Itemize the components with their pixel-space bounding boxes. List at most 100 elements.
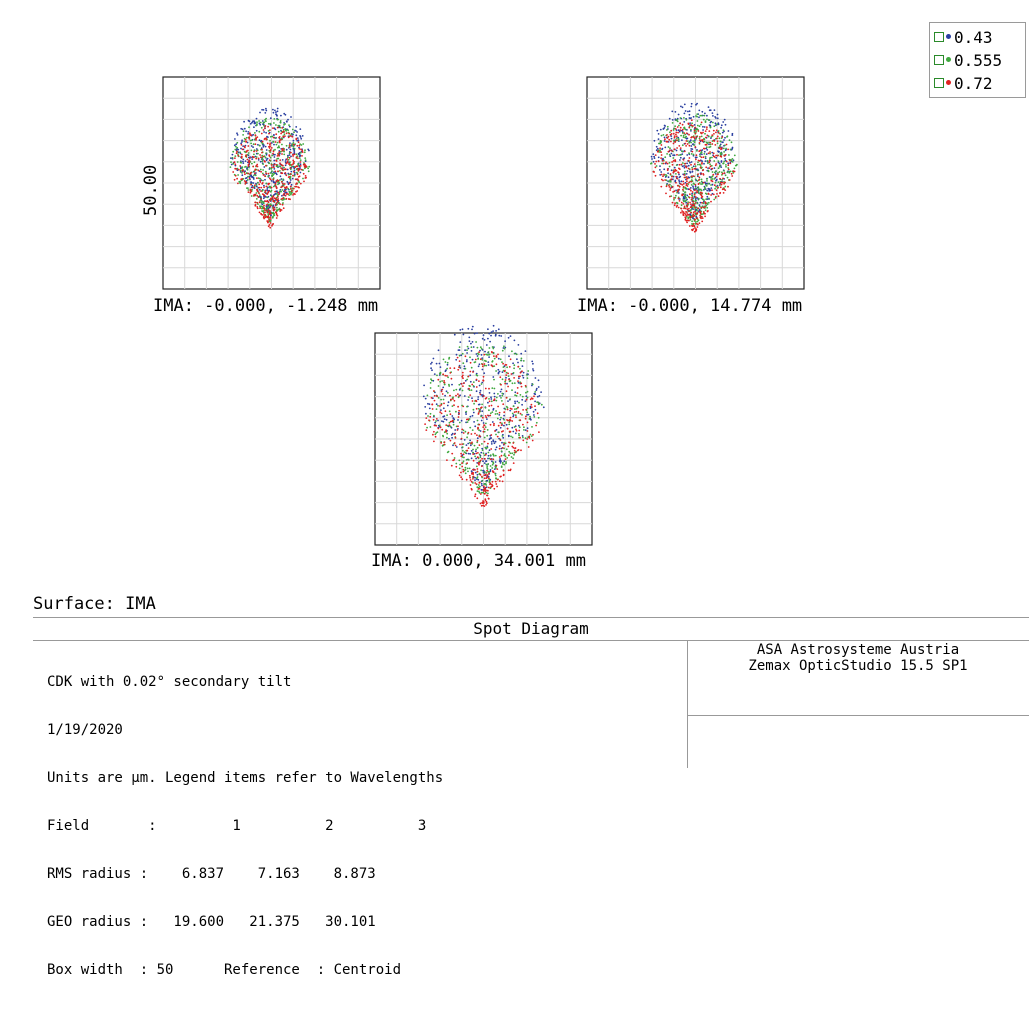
- checkbox-icon[interactable]: [934, 31, 944, 42]
- spot-point: [728, 139, 731, 142]
- spot-point: [292, 143, 295, 146]
- spot-point: [271, 224, 273, 227]
- spot-point: [300, 137, 303, 140]
- spot-point: [713, 160, 716, 162]
- spot-point: [267, 206, 269, 209]
- spot-point: [502, 403, 505, 406]
- spot-point: [291, 190, 293, 193]
- legend-item-0.555[interactable]: 0.555: [930, 49, 1025, 72]
- spot-point: [263, 160, 266, 162]
- spot-point: [299, 161, 302, 163]
- spot-point: [472, 459, 475, 462]
- spot-point: [684, 162, 687, 165]
- spot-point: [720, 166, 723, 169]
- spot-point: [283, 153, 286, 156]
- spot-point: [446, 436, 448, 439]
- spot-point: [524, 417, 527, 420]
- spot-point: [273, 127, 276, 130]
- spot-point: [297, 141, 300, 144]
- spot-point: [491, 485, 493, 488]
- spot-point: [701, 192, 703, 194]
- spot-point: [442, 415, 445, 418]
- spot-point: [731, 175, 734, 177]
- spot-point: [722, 177, 724, 180]
- spot-point: [470, 342, 472, 345]
- spot-point: [712, 193, 715, 196]
- spot-point: [271, 135, 274, 138]
- spot-point: [446, 361, 449, 364]
- spot-point: [723, 151, 725, 153]
- spot-point: [296, 137, 299, 140]
- spot-point: [459, 329, 462, 331]
- spot-point: [505, 371, 508, 374]
- spot-point: [531, 383, 534, 386]
- spot-point: [698, 142, 701, 144]
- spot-point: [271, 154, 274, 157]
- spot-point: [521, 374, 524, 377]
- spot-point: [669, 189, 672, 191]
- spot-point: [492, 409, 495, 411]
- spot-point: [458, 421, 461, 424]
- spot-point: [667, 146, 670, 148]
- checkbox-icon[interactable]: [934, 54, 944, 65]
- spot-point: [475, 407, 478, 410]
- spot-point: [478, 490, 480, 493]
- spot-point: [475, 353, 478, 355]
- spot-point: [283, 190, 285, 193]
- spot-point: [692, 211, 695, 214]
- spot-point: [688, 133, 690, 136]
- spot-point: [706, 149, 709, 151]
- spot-point: [229, 166, 232, 169]
- spot-point: [490, 434, 493, 436]
- spot-point: [659, 165, 661, 168]
- spot-point: [722, 121, 725, 123]
- spot-point: [470, 389, 473, 391]
- spot-point: [505, 390, 508, 393]
- spot-point: [273, 200, 276, 203]
- spot-point: [517, 381, 520, 384]
- spot-point: [461, 443, 464, 445]
- spot-point: [485, 344, 488, 346]
- spot-point: [694, 206, 697, 209]
- spot-point: [703, 126, 706, 128]
- spot-point: [259, 181, 262, 183]
- checkbox-icon[interactable]: [934, 77, 944, 88]
- spot-point: [724, 123, 727, 126]
- spot-point: [529, 433, 532, 436]
- spot-point: [500, 397, 502, 399]
- spot-point: [476, 346, 479, 349]
- spot-point: [461, 428, 464, 431]
- spot-point: [684, 193, 687, 196]
- spot-point: [691, 168, 694, 171]
- legend-item-0.72[interactable]: 0.72: [930, 72, 1025, 95]
- spot-point: [277, 200, 279, 203]
- spot-point: [722, 162, 725, 165]
- spot-point: [284, 172, 287, 174]
- spot-point: [725, 164, 727, 166]
- spot-point: [297, 169, 300, 172]
- spot-point: [245, 130, 248, 133]
- spot-point: [281, 159, 284, 161]
- spot-point: [472, 346, 475, 348]
- spot-point: [706, 180, 708, 182]
- spot-point: [281, 127, 284, 129]
- spot-point: [496, 435, 499, 438]
- spot-point: [464, 430, 467, 433]
- spot-point: [721, 141, 724, 144]
- spot-point: [500, 466, 503, 468]
- spot-point: [279, 170, 281, 172]
- spot-point: [261, 148, 263, 151]
- spot-point: [713, 133, 715, 135]
- spot-point: [443, 383, 446, 386]
- spot-point: [706, 206, 709, 209]
- spot-point: [254, 134, 257, 137]
- spot-point: [670, 140, 672, 143]
- legend-item-0.43[interactable]: 0.43: [930, 26, 1025, 49]
- spot-point: [663, 173, 665, 176]
- spot-point: [512, 430, 515, 433]
- spot-point: [480, 406, 483, 409]
- spot-point: [290, 164, 293, 166]
- spot-point: [532, 410, 535, 413]
- spot-point: [450, 464, 453, 467]
- spot-point: [265, 152, 267, 155]
